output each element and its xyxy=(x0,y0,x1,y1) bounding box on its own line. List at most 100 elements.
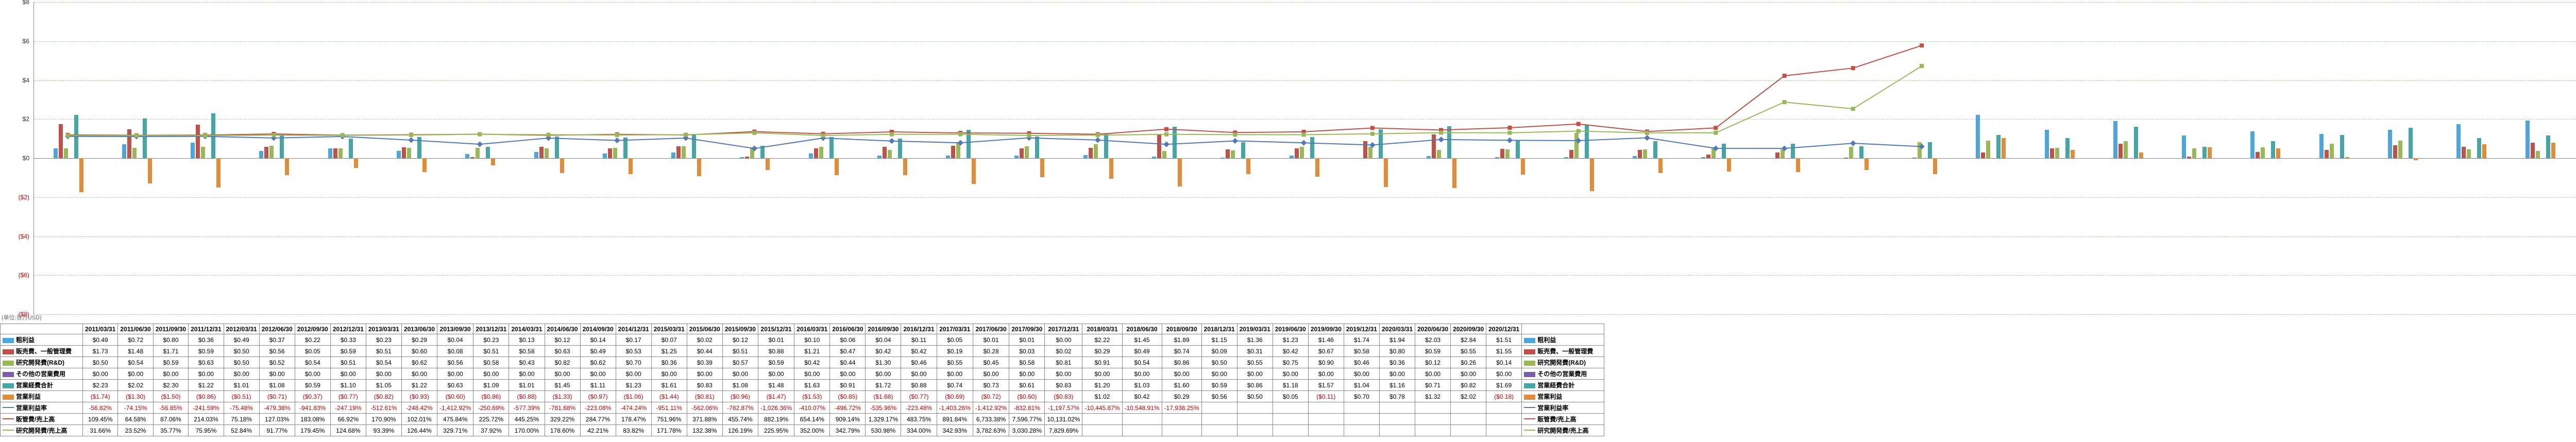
table-cell xyxy=(1237,414,1273,425)
bar xyxy=(613,148,617,158)
bar xyxy=(2045,130,2049,158)
table-cell: -410.07% xyxy=(794,402,830,414)
bar xyxy=(760,146,765,158)
table-cell: $0.00 xyxy=(1308,368,1344,380)
table-cell: ($1.53) xyxy=(794,391,830,402)
table-row-header-right: 研究開発費(R&D) xyxy=(1522,357,1604,368)
bar xyxy=(354,158,358,168)
table-period-header: 2015/03/31 xyxy=(651,324,687,334)
bar xyxy=(1633,156,1637,158)
table-cell: $1.48 xyxy=(118,346,153,357)
bar xyxy=(972,158,976,184)
table-cell: 342.79% xyxy=(830,425,866,436)
table-cell: $1.57 xyxy=(1308,380,1344,391)
bar xyxy=(1781,149,1785,158)
table-cell: -832.81% xyxy=(1009,402,1045,414)
table-cell: $0.49 xyxy=(580,346,616,357)
table-cell: ($1.47) xyxy=(758,391,794,402)
bar xyxy=(2129,158,2133,159)
bar xyxy=(951,146,955,158)
table-cell: -56.85% xyxy=(153,402,188,414)
table-period-header: 2011/03/31 xyxy=(83,324,118,334)
table-cell: $2.03 xyxy=(1415,334,1451,346)
table-cell: 882.19% xyxy=(758,414,794,425)
bar xyxy=(1384,158,1388,187)
y-left-tick: $6 xyxy=(4,38,29,45)
table-cell: $0.00 xyxy=(1082,368,1122,380)
table-period-header: 2016/06/30 xyxy=(830,324,866,334)
table-cell: $0.00 xyxy=(118,368,153,380)
table-cell: 124.68% xyxy=(330,425,366,436)
bar xyxy=(2197,158,2201,159)
bar xyxy=(2319,134,2324,158)
bar xyxy=(618,158,622,159)
y-left-tick: ($6) xyxy=(4,271,29,279)
bar xyxy=(1109,158,1113,179)
table-cell: $0.59 xyxy=(330,346,366,357)
bar xyxy=(285,158,289,175)
table-cell: 178.47% xyxy=(616,414,651,425)
bar xyxy=(697,158,701,176)
table-period-header: 2019/06/30 xyxy=(1273,324,1308,334)
table-cell: $0.74 xyxy=(1162,346,1201,357)
table-cell xyxy=(1379,425,1415,436)
bar xyxy=(2050,148,2054,158)
bar xyxy=(2071,150,2075,158)
table-period-header: 2016/09/30 xyxy=(866,324,901,334)
table-cell: 42.21% xyxy=(580,425,616,436)
table-cell: ($1.50) xyxy=(153,391,188,402)
table-cell: $1.08 xyxy=(722,380,758,391)
bar xyxy=(740,157,744,158)
bar xyxy=(1162,151,1166,158)
table-period-header: 2013/06/30 xyxy=(401,324,437,334)
table-cell: $1.02 xyxy=(1082,391,1122,402)
bar xyxy=(2526,121,2530,158)
table-cell: 52.84% xyxy=(224,425,259,436)
bar xyxy=(1796,158,1800,172)
table-cell: $0.29 xyxy=(401,334,437,346)
table-cell: $0.56 xyxy=(437,357,473,368)
bar xyxy=(79,158,83,192)
bar xyxy=(402,147,406,158)
bar xyxy=(629,158,633,174)
table-cell: $1.23 xyxy=(1273,334,1308,346)
table-cell xyxy=(1379,402,1415,414)
table-cell: -479.38% xyxy=(259,402,295,414)
table-cell: $1.09 xyxy=(473,380,509,391)
bar xyxy=(1770,158,1774,159)
table-cell xyxy=(1237,402,1273,414)
table-cell: $0.75 xyxy=(1273,357,1308,368)
table-cell: $0.54 xyxy=(295,357,330,368)
bar xyxy=(1918,142,1922,158)
bar xyxy=(2482,144,2486,158)
table-cell: $0.58 xyxy=(1009,357,1045,368)
table-cell: 179.45% xyxy=(295,425,330,436)
table-cell: $0.04 xyxy=(866,334,901,346)
bar xyxy=(206,158,210,159)
table-cell: $1.74 xyxy=(1344,334,1379,346)
bar xyxy=(1231,150,1235,158)
table-cell: $0.00 xyxy=(1009,368,1045,380)
table-cell: 91.77% xyxy=(259,425,295,436)
table-cell: $0.00 xyxy=(1162,368,1201,380)
table-row-header: 営業経費合計 xyxy=(1,380,83,391)
table-cell: ($0.71) xyxy=(259,391,295,402)
table-cell: $1.45 xyxy=(545,380,580,391)
table-cell: $0.17 xyxy=(616,334,651,346)
table-cell: $0.00 xyxy=(1273,368,1308,380)
table-cell: 654.14% xyxy=(794,414,830,425)
table-cell: -941.83% xyxy=(295,402,330,414)
table-cell: 75.18% xyxy=(224,414,259,425)
bar xyxy=(1178,158,1182,186)
bar xyxy=(280,134,284,158)
bar xyxy=(2182,135,2186,158)
table-cell: -10,548.91% xyxy=(1122,402,1162,414)
table-cell: $0.14 xyxy=(580,334,616,346)
table-cell: $0.26 xyxy=(1451,357,1486,368)
table-cell: $0.50 xyxy=(1237,391,1273,402)
table-cell xyxy=(1344,425,1379,436)
bar xyxy=(2456,124,2461,158)
table-cell: $0.00 xyxy=(722,368,758,380)
table-cell: 102.01% xyxy=(401,414,437,425)
table-cell: 483.75% xyxy=(901,414,937,425)
